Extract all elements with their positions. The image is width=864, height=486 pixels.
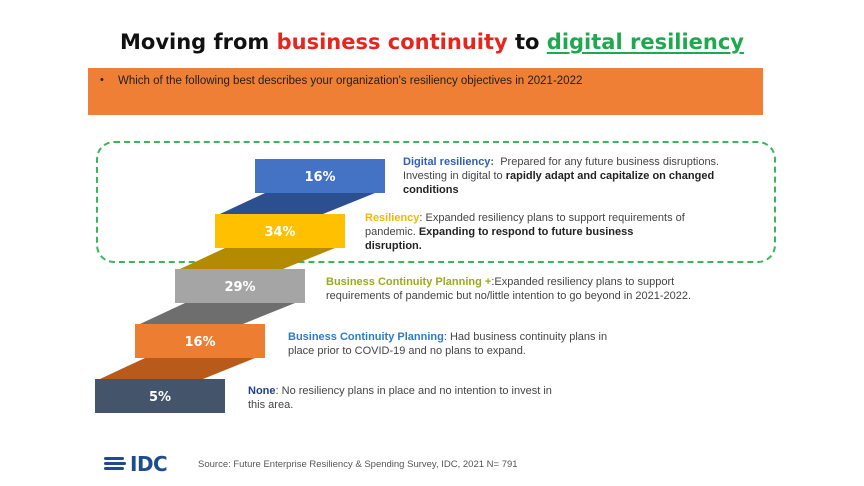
idc-logo-mark-icon xyxy=(104,454,126,474)
source-note: Source: Future Enterprise Resiliency & S… xyxy=(198,459,518,470)
step-value-label: 34% xyxy=(264,225,295,240)
step-value-label: 29% xyxy=(224,280,255,295)
desc-bcp-plus: Business Continuity Planning +:Expanded … xyxy=(326,276,692,302)
step-connector-1 xyxy=(140,303,295,324)
desc-resiliency: Resiliency: Expanded resiliency plans to… xyxy=(365,212,685,252)
desc-none: None: No resiliency plans in place and n… xyxy=(248,385,552,411)
idc-logo: IDC xyxy=(104,452,190,476)
digital-resiliency-highlight-frame xyxy=(96,141,776,263)
step-value-label: 5% xyxy=(149,390,171,405)
step-value-label: 16% xyxy=(304,170,335,185)
step-connector-3 xyxy=(220,193,375,214)
page-title: Moving from business continuity to digit… xyxy=(120,30,744,54)
step-bar-digital-resiliency xyxy=(255,159,385,193)
desc-digital-resiliency: Digital resiliency: Prepared for any fut… xyxy=(403,156,720,196)
step-bar-business-continuity-planning xyxy=(135,324,265,358)
question-text: Which of the following best describes yo… xyxy=(118,75,583,87)
desc-bcp: Business Continuity Planning: Had busine… xyxy=(288,331,608,357)
step-connector-2 xyxy=(180,248,335,269)
step-value-label: 16% xyxy=(184,335,215,350)
step-connector-0 xyxy=(100,358,255,379)
step-bar-none xyxy=(95,379,225,413)
step-bar-business-continuity-planning xyxy=(175,269,305,303)
step-bar-resiliency xyxy=(215,214,345,248)
question-banner: • Which of the following best describes … xyxy=(88,68,763,115)
bullet: • xyxy=(100,74,104,86)
